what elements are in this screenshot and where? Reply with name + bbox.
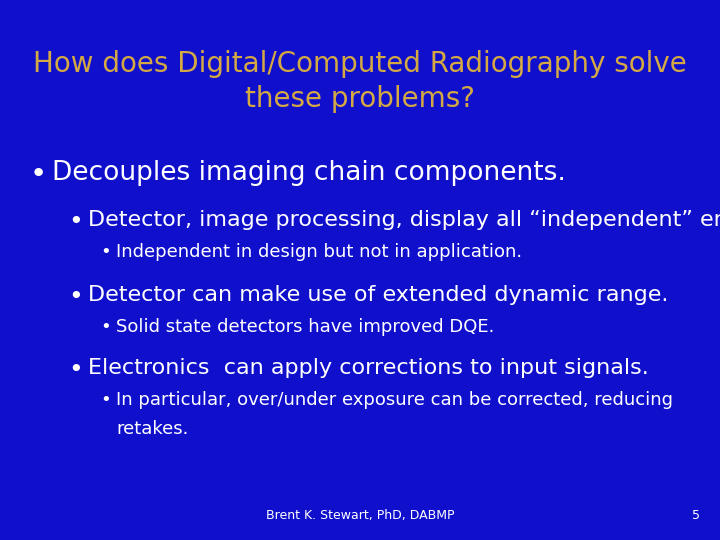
Text: •: •	[100, 391, 111, 409]
Text: Detector can make use of extended dynamic range.: Detector can make use of extended dynami…	[88, 285, 668, 305]
Text: •: •	[68, 285, 83, 309]
Text: Brent K. Stewart, PhD, DABMP: Brent K. Stewart, PhD, DABMP	[266, 509, 454, 522]
Text: Solid state detectors have improved DQE.: Solid state detectors have improved DQE.	[116, 318, 495, 336]
Text: 5: 5	[692, 509, 700, 522]
Text: retakes.: retakes.	[116, 420, 189, 438]
Text: In particular, over/under exposure can be corrected, reducing: In particular, over/under exposure can b…	[116, 391, 673, 409]
Text: Detector, image processing, display all “independent” entities.: Detector, image processing, display all …	[88, 210, 720, 230]
Text: Electronics  can apply corrections to input signals.: Electronics can apply corrections to inp…	[88, 358, 649, 378]
Text: Decouples imaging chain components.: Decouples imaging chain components.	[52, 160, 566, 186]
Text: •: •	[100, 318, 111, 336]
Text: •: •	[30, 160, 48, 188]
Text: Independent in design but not in application.: Independent in design but not in applica…	[116, 243, 522, 261]
Text: •: •	[68, 358, 83, 382]
Text: How does Digital/Computed Radiography solve
these problems?: How does Digital/Computed Radiography so…	[33, 50, 687, 113]
Text: •: •	[68, 210, 83, 234]
Text: •: •	[100, 243, 111, 261]
